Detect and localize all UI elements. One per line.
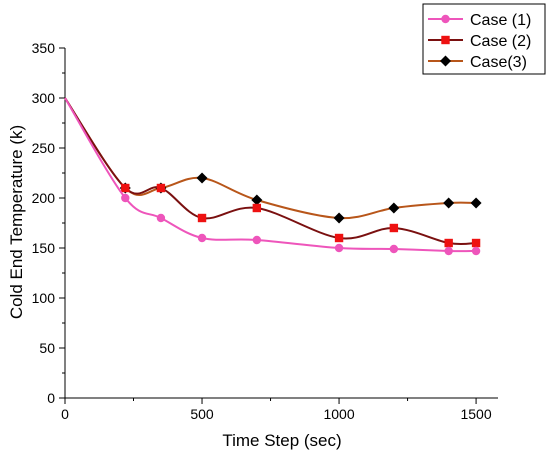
y-tick-label: 350 [32,40,56,56]
data-point [470,197,482,209]
data-point [333,212,345,224]
y-tick-label: 250 [32,140,56,156]
data-point [334,243,344,253]
legend-label: Case (2) [470,33,531,50]
y-tick-label: 100 [32,290,56,306]
y-tick-label: 200 [32,190,56,206]
x-tick-label: 500 [190,406,214,422]
data-point [389,223,399,233]
series-2 [64,97,481,248]
data-point [471,238,481,248]
data-point [388,202,400,214]
data-point [389,244,399,254]
y-tick-label: 50 [39,340,55,356]
series-line [64,97,477,253]
x-axis-label: Time Step (sec) [222,431,341,450]
data-point [197,233,207,243]
data-point [196,172,208,184]
y-tick-label: 150 [32,240,56,256]
data-point [252,235,262,245]
data-point [471,246,481,256]
x-tick-label: 1500 [460,406,491,422]
data-point [334,233,344,243]
legend-label: Case (1) [470,12,531,29]
series-1 [64,97,481,256]
data-point [121,183,130,193]
data-point [444,238,453,248]
x-tick-label: 0 [61,406,69,422]
data-point [156,213,166,223]
legend: Case (1) Case (2) Case(3) [422,3,546,75]
series-layer [64,97,482,256]
series-line [64,97,477,246]
data-point [443,197,455,209]
data-point [251,194,263,206]
legend-marker [441,14,450,24]
legend-marker [440,55,451,67]
legend-marker [441,35,450,45]
data-point [156,183,166,193]
data-point [121,193,130,203]
data-point [252,203,262,213]
y-tick-label: 0 [47,390,55,406]
legend-label: Case(3) [470,54,527,71]
data-point [197,213,207,223]
y-tick-label: 300 [32,90,56,106]
data-point [444,246,453,256]
y-axis-label: Cold End Temperature (k) [7,125,26,319]
x-tick-label: 1000 [323,406,354,422]
axes-layer: 0 50 100 150 200 250 300 350 0 500 1000 1500 [32,40,498,422]
series-3 [64,97,482,224]
